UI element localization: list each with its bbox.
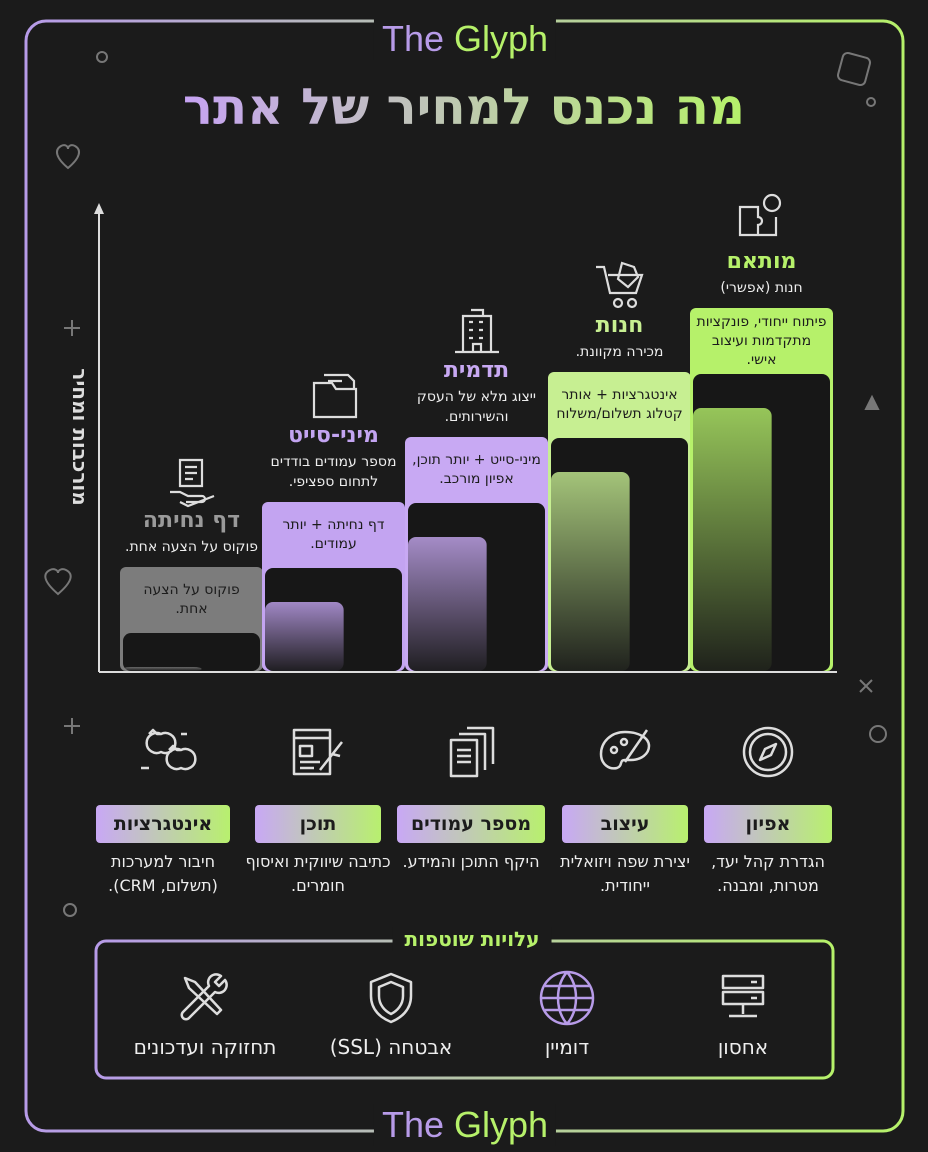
- factor-label: עיצוב: [562, 805, 688, 843]
- icon: [169, 458, 214, 508]
- tier-icon: [169, 458, 214, 508]
- tier-label: חנות מכירה מקוונת.: [543, 257, 696, 362]
- icon: [595, 261, 644, 309]
- icon: [180, 973, 228, 1021]
- icon: [449, 726, 495, 778]
- tier-box-text: פוקוס על הצעה אחת.: [143, 582, 240, 617]
- shared-item: תחזוקה ועדכונים: [133, 1035, 277, 1059]
- shared-item: דומיין: [544, 1035, 590, 1059]
- tier-subtitle: מכירה מקוונת.: [575, 344, 664, 360]
- tier-label: דף נחיתה פוקוס על הצעה אחת.: [115, 452, 268, 557]
- tier-title: חנות: [595, 313, 644, 338]
- title: מה נכנס למחיר של אתר: [0, 78, 928, 136]
- tier-title: תדמית: [443, 358, 510, 383]
- tier-subtitle: חנות (אפשרי): [720, 280, 803, 296]
- icon: [742, 726, 794, 778]
- icon: [721, 974, 765, 1018]
- factor-label: תוכן: [255, 805, 381, 843]
- icon: [738, 193, 781, 237]
- factor-label: מספר עמודים: [397, 805, 545, 843]
- brand-first: The: [381, 1104, 444, 1145]
- tier-icon: [312, 373, 357, 419]
- factor-description: הגדרת קהל יעד, מטרות, ומבנה.: [711, 852, 825, 895]
- tier-fill: [551, 472, 630, 671]
- decorations: [44, 51, 887, 917]
- factor-label: אפיון: [704, 805, 832, 843]
- brand-first: The: [381, 18, 444, 59]
- tier-icon: [595, 261, 644, 309]
- tier-subtitle: מספר עמודים בודדים לתחום ספציפי.: [270, 454, 397, 490]
- tier-icon: [738, 193, 781, 237]
- tier-box-text: דף נחיתה + יותר עמודים.: [282, 517, 385, 552]
- factor-label: אינטגרציות: [96, 805, 230, 843]
- tier-title: דף נחיתה: [142, 508, 241, 533]
- icon: [599, 729, 651, 770]
- tier-fill: [265, 602, 344, 671]
- tier-box-text: פיתוח ייחודי, פונקציות מתקדמות ועיצוב אי…: [696, 313, 827, 368]
- icon: [369, 972, 413, 1024]
- tier-icon: [454, 308, 499, 354]
- tier-subtitle: פוקוס על הצעה אחת.: [125, 539, 258, 555]
- tier-label: מותאם חנות (אפשרי): [685, 193, 838, 298]
- tier-fill: [408, 537, 487, 671]
- tier-subtitle: ייצוג מלא של העסק והשירותים.: [416, 389, 537, 425]
- tier-box-text: מיני-סייט + יותר תוכן, אפיון מורכב.: [412, 452, 541, 487]
- brand: The Glyph: [373, 18, 557, 60]
- icon: [141, 728, 197, 771]
- icon: [539, 970, 595, 1026]
- tier-inner: [123, 633, 260, 671]
- icon: [454, 308, 499, 354]
- brand: The Glyph: [373, 1104, 557, 1146]
- factor-description: היקף התוכן והמידע.: [402, 852, 540, 871]
- icon: [312, 373, 357, 419]
- brand-second: Glyph: [444, 18, 549, 59]
- tier-fill: [693, 408, 772, 671]
- brand-second: Glyph: [444, 1104, 549, 1145]
- axis-label: מורכבות ומחיר: [68, 368, 92, 506]
- factor-description: חיבור למערכות (תשלום, CRM).: [108, 852, 218, 895]
- tier-fill: [123, 667, 202, 671]
- factor-description: יצירת שפה ויזואלית ייחודית.: [560, 852, 690, 895]
- tier-label: תדמית ייצוג מלא של העסק והשירותים.: [400, 302, 553, 427]
- tier-title: מותאם: [726, 249, 797, 274]
- tier-label: מיני-סייט מספר עמודים בודדים לתחום ספציפי…: [257, 367, 410, 492]
- icon: [292, 728, 343, 776]
- tier-box-text: אינטגרציות + אותר קטלוג תשלום/משלוח: [556, 387, 683, 422]
- shared-item: אחסון: [717, 1035, 769, 1059]
- tier-title: מיני-סייט: [288, 423, 379, 448]
- factor-description: כתיבה שיווקית ואיסוף חומרים.: [245, 852, 391, 895]
- shared-title: עלויות שוטפות: [392, 927, 552, 951]
- axis-arrow: [94, 203, 104, 214]
- shared-item: אבטחה (SSL): [329, 1035, 453, 1059]
